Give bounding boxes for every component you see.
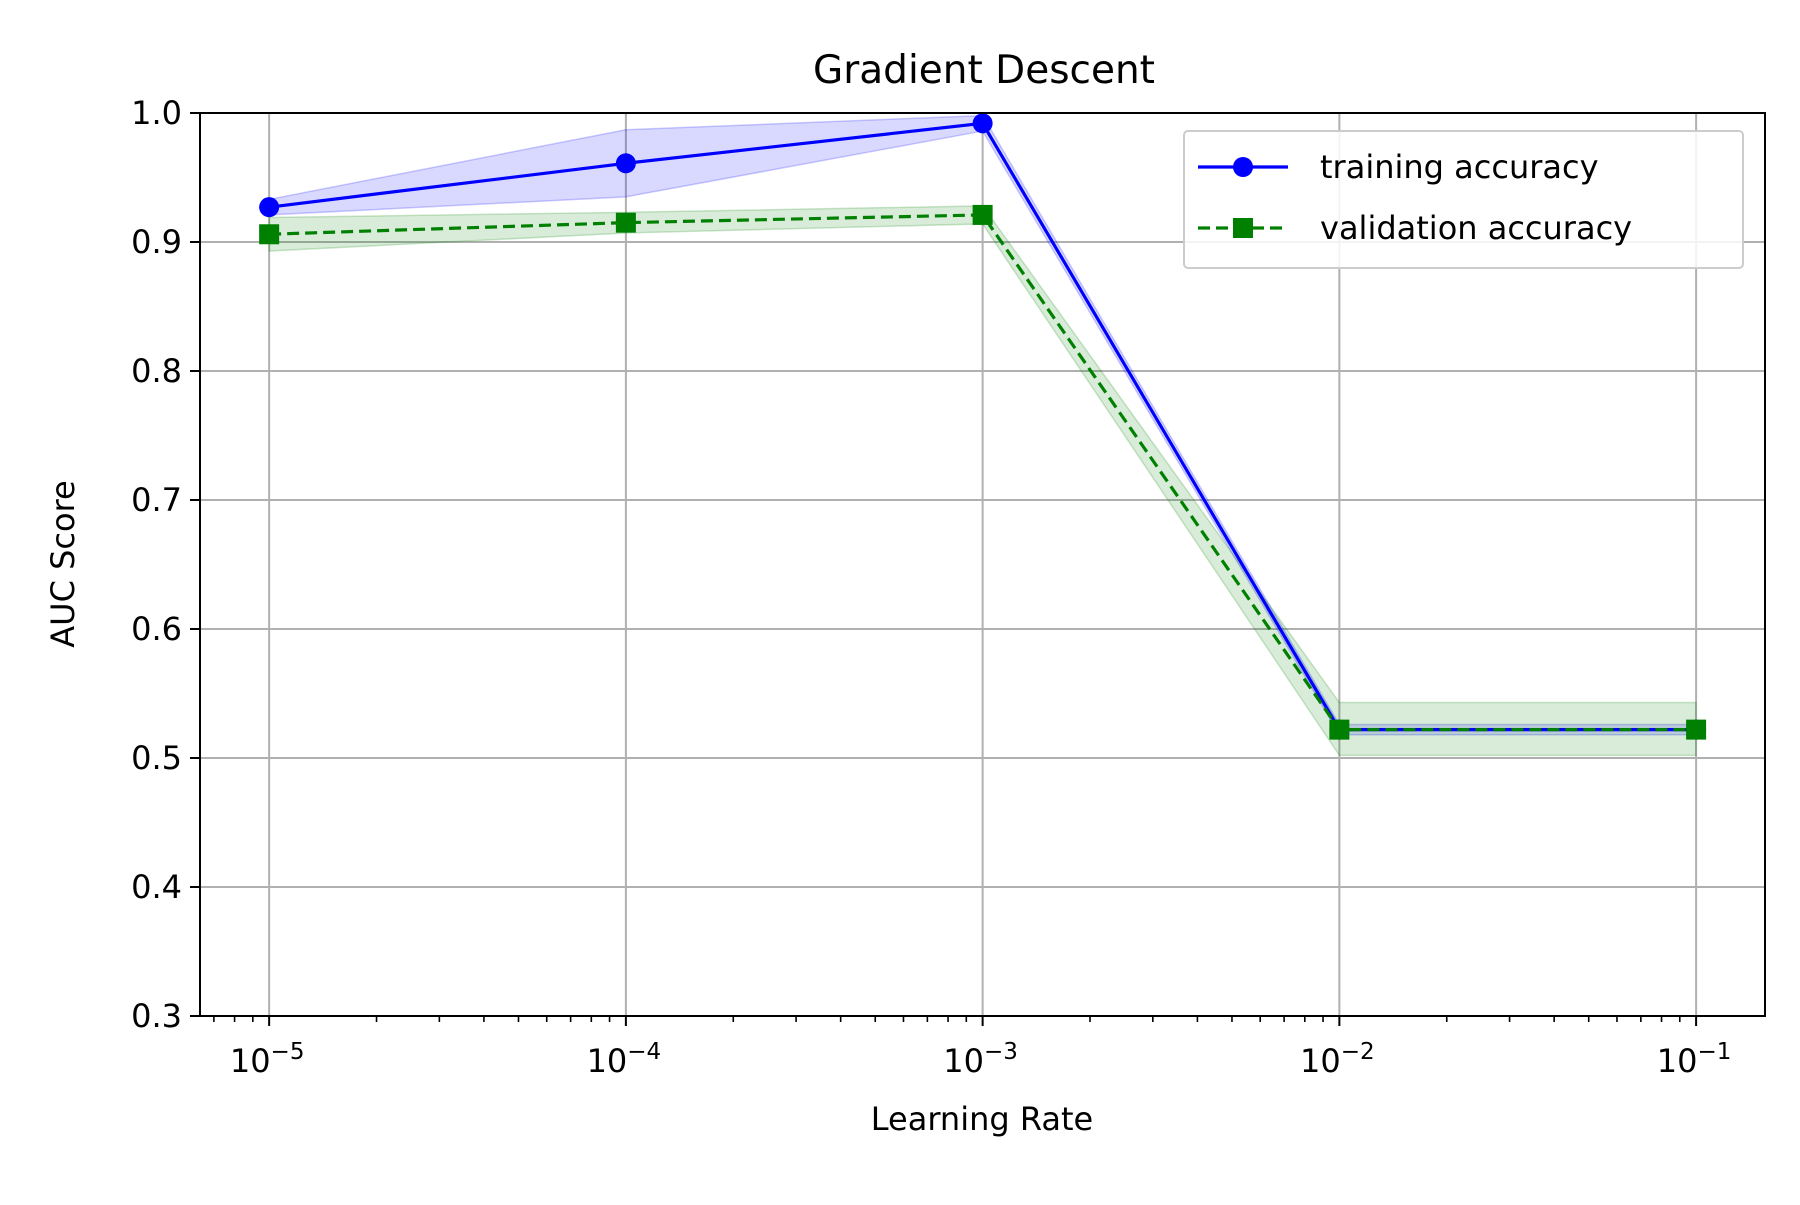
series-markers — [259, 113, 1707, 740]
x-tick-exponent: −1 — [1698, 1039, 1732, 1065]
training-point — [972, 113, 993, 134]
y-tick-label: 0.9 — [131, 223, 182, 261]
validation-point — [1329, 719, 1350, 740]
training-point — [259, 197, 280, 218]
y-tick-label: 0.7 — [131, 481, 182, 519]
axis-ticks: 10−5 10−4 10−3 10−2 10−10.30.40.50.60.70.80.… — [131, 94, 1731, 1080]
y-tick-label: 0.3 — [131, 997, 182, 1035]
x-tick-base: 10 — [1300, 1042, 1341, 1080]
legend-frame — [1183, 130, 1744, 269]
x-tick-exponent: −2 — [1341, 1039, 1375, 1065]
x-tick-exponent: −4 — [627, 1039, 661, 1065]
chart-title: Gradient Descent — [813, 48, 1155, 93]
x-tick-label: 10−2 — [1300, 1039, 1375, 1080]
x-axis-label: Learning Rate — [871, 1100, 1093, 1138]
series-band-1 — [268, 205, 1697, 757]
validation-point — [259, 224, 280, 245]
x-tick-label: 10−1 — [1657, 1039, 1732, 1080]
training-point — [615, 153, 636, 174]
validation-point — [1686, 719, 1707, 740]
x-tick-base: 10 — [943, 1042, 984, 1080]
x-tick-base: 10 — [587, 1042, 628, 1080]
validation-point — [615, 212, 636, 233]
x-tick-base: 10 — [230, 1042, 271, 1080]
legend-marker-circle — [1233, 157, 1253, 177]
x-tick-label: 10−4 — [587, 1039, 662, 1080]
legend: training accuracy validation accuracy — [1183, 130, 1744, 269]
legend-label-1: validation accuracy — [1320, 209, 1632, 247]
x-tick-exponent: −5 — [271, 1039, 305, 1065]
x-tick-exponent: −3 — [984, 1039, 1018, 1065]
y-tick-label: 0.8 — [131, 352, 182, 390]
legend-marker-square — [1233, 218, 1253, 238]
y-tick-label: 0.5 — [131, 739, 182, 777]
y-tick-label: 0.4 — [131, 868, 182, 906]
legend-entries: training accuracy validation accuracy — [1198, 148, 1632, 247]
validation-point — [972, 204, 993, 225]
y-tick-label: 1.0 — [131, 94, 182, 132]
x-tick-label: 10−5 — [230, 1039, 305, 1080]
legend-label-0: training accuracy — [1320, 148, 1599, 186]
y-tick-label: 0.6 — [131, 610, 182, 648]
y-axis-label: AUC Score — [44, 480, 82, 647]
x-tick-label: 10−3 — [943, 1039, 1018, 1080]
x-tick-base: 10 — [1657, 1042, 1698, 1080]
